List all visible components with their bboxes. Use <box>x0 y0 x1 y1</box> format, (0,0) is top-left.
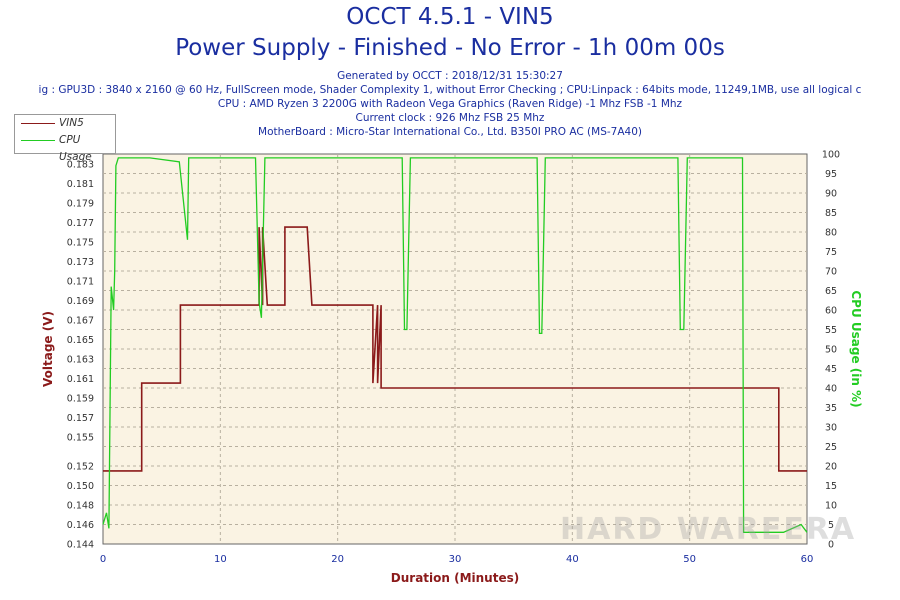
x-tick-label: 10 <box>214 554 227 565</box>
y2-tick-label: 70 <box>825 267 837 278</box>
x-tick-label: 30 <box>449 554 462 565</box>
x-tick-label: 60 <box>801 554 814 565</box>
y-tick-label: 0.159 <box>67 393 94 404</box>
series-line-cpu-usage <box>102 157 808 533</box>
y2-tick-label: 25 <box>825 442 837 453</box>
y-tick-label: 0.148 <box>67 501 94 512</box>
legend-label-cpu: CPU Usage <box>59 134 92 163</box>
chart-title: OCCT 4.5.1 - VIN5 <box>346 4 554 30</box>
y-tick-label: 0.144 <box>67 540 94 551</box>
clock-info: Current clock : 926 Mhz FSB 25 Mhz <box>355 112 545 124</box>
x-axis-label: Duration (Minutes) <box>391 571 519 585</box>
y2-tick-label: 40 <box>825 384 837 395</box>
y2-axis-label: CPU Usage (in %) <box>849 290 863 407</box>
y-tick-label: 0.152 <box>67 462 94 473</box>
y-tick-label: 0.181 <box>67 179 94 190</box>
y-tick-label: 0.183 <box>67 159 94 170</box>
y-tick-label: 0.177 <box>67 218 94 229</box>
y-tick-label: 0.171 <box>67 276 94 287</box>
y2-tick-label: 30 <box>825 423 837 434</box>
y-tick-label: 0.169 <box>67 296 94 307</box>
y2-tick-label: 85 <box>825 208 837 219</box>
generated-info: Generated by OCCT : 2018/12/31 15:30:27 <box>337 70 563 82</box>
y-tick-label: 0.146 <box>67 520 94 531</box>
y2-tick-label: 45 <box>825 364 837 375</box>
chart-legend: VIN5 CPU Usage <box>14 114 116 163</box>
y2-tick-label: 90 <box>825 189 837 200</box>
y2-tick-label: 95 <box>825 169 837 180</box>
y2-tick-label: 5 <box>828 520 834 531</box>
x-tick-label: 20 <box>331 554 344 565</box>
y2-tick-label: 15 <box>825 481 837 492</box>
y-axis-label: Voltage (V) <box>41 311 55 387</box>
y2-tick-label: 60 <box>825 306 837 317</box>
y2-tick-label: 35 <box>825 403 837 414</box>
y-tick-label: 0.155 <box>67 432 94 443</box>
y2-tick-label: 55 <box>825 325 837 336</box>
y2-tick-label: 100 <box>822 150 840 161</box>
y2-tick-label: 65 <box>825 286 837 297</box>
legend-label-vin5: VIN5 <box>59 117 84 129</box>
x-tick-label: 40 <box>566 554 579 565</box>
y-tick-label: 0.150 <box>67 481 94 492</box>
legend-swatch-vin5 <box>21 123 55 124</box>
y-tick-label: 0.165 <box>67 335 94 346</box>
motherboard-info: MotherBoard : Micro-Star International C… <box>258 126 642 138</box>
legend-item-cpu: CPU Usage <box>15 132 115 163</box>
y2-tick-label: 50 <box>825 345 837 356</box>
legend-item-vin5: VIN5 <box>15 115 115 132</box>
y2-tick-label: 10 <box>825 501 837 512</box>
y2-tick-label: 75 <box>825 247 837 258</box>
x-tick-label: 0 <box>100 554 106 565</box>
y2-tick-label: 20 <box>825 462 837 473</box>
legend-swatch-cpu <box>21 140 55 141</box>
y-tick-label: 0.161 <box>67 374 94 385</box>
y2-tick-label: 80 <box>825 228 837 239</box>
chart-subtitle: Power Supply - Finished - No Error - 1h … <box>175 35 725 61</box>
series-line-vin5 <box>103 226 807 472</box>
y2-tick-label: 0 <box>828 540 834 551</box>
watermark: HARD WAREERA <box>560 512 857 547</box>
y-tick-label: 0.157 <box>67 413 94 424</box>
y-tick-label: 0.167 <box>67 315 94 326</box>
y-tick-label: 0.173 <box>67 257 94 268</box>
config-info: ig : GPU3D : 3840 x 2160 @ 60 Hz, FullSc… <box>38 84 862 96</box>
y-tick-label: 0.179 <box>67 198 94 209</box>
x-tick-label: 50 <box>683 554 696 565</box>
y-tick-label: 0.163 <box>67 354 94 365</box>
cpu-info: CPU : AMD Ryzen 3 2200G with Radeon Vega… <box>217 98 683 110</box>
y-tick-label: 0.175 <box>67 237 94 248</box>
